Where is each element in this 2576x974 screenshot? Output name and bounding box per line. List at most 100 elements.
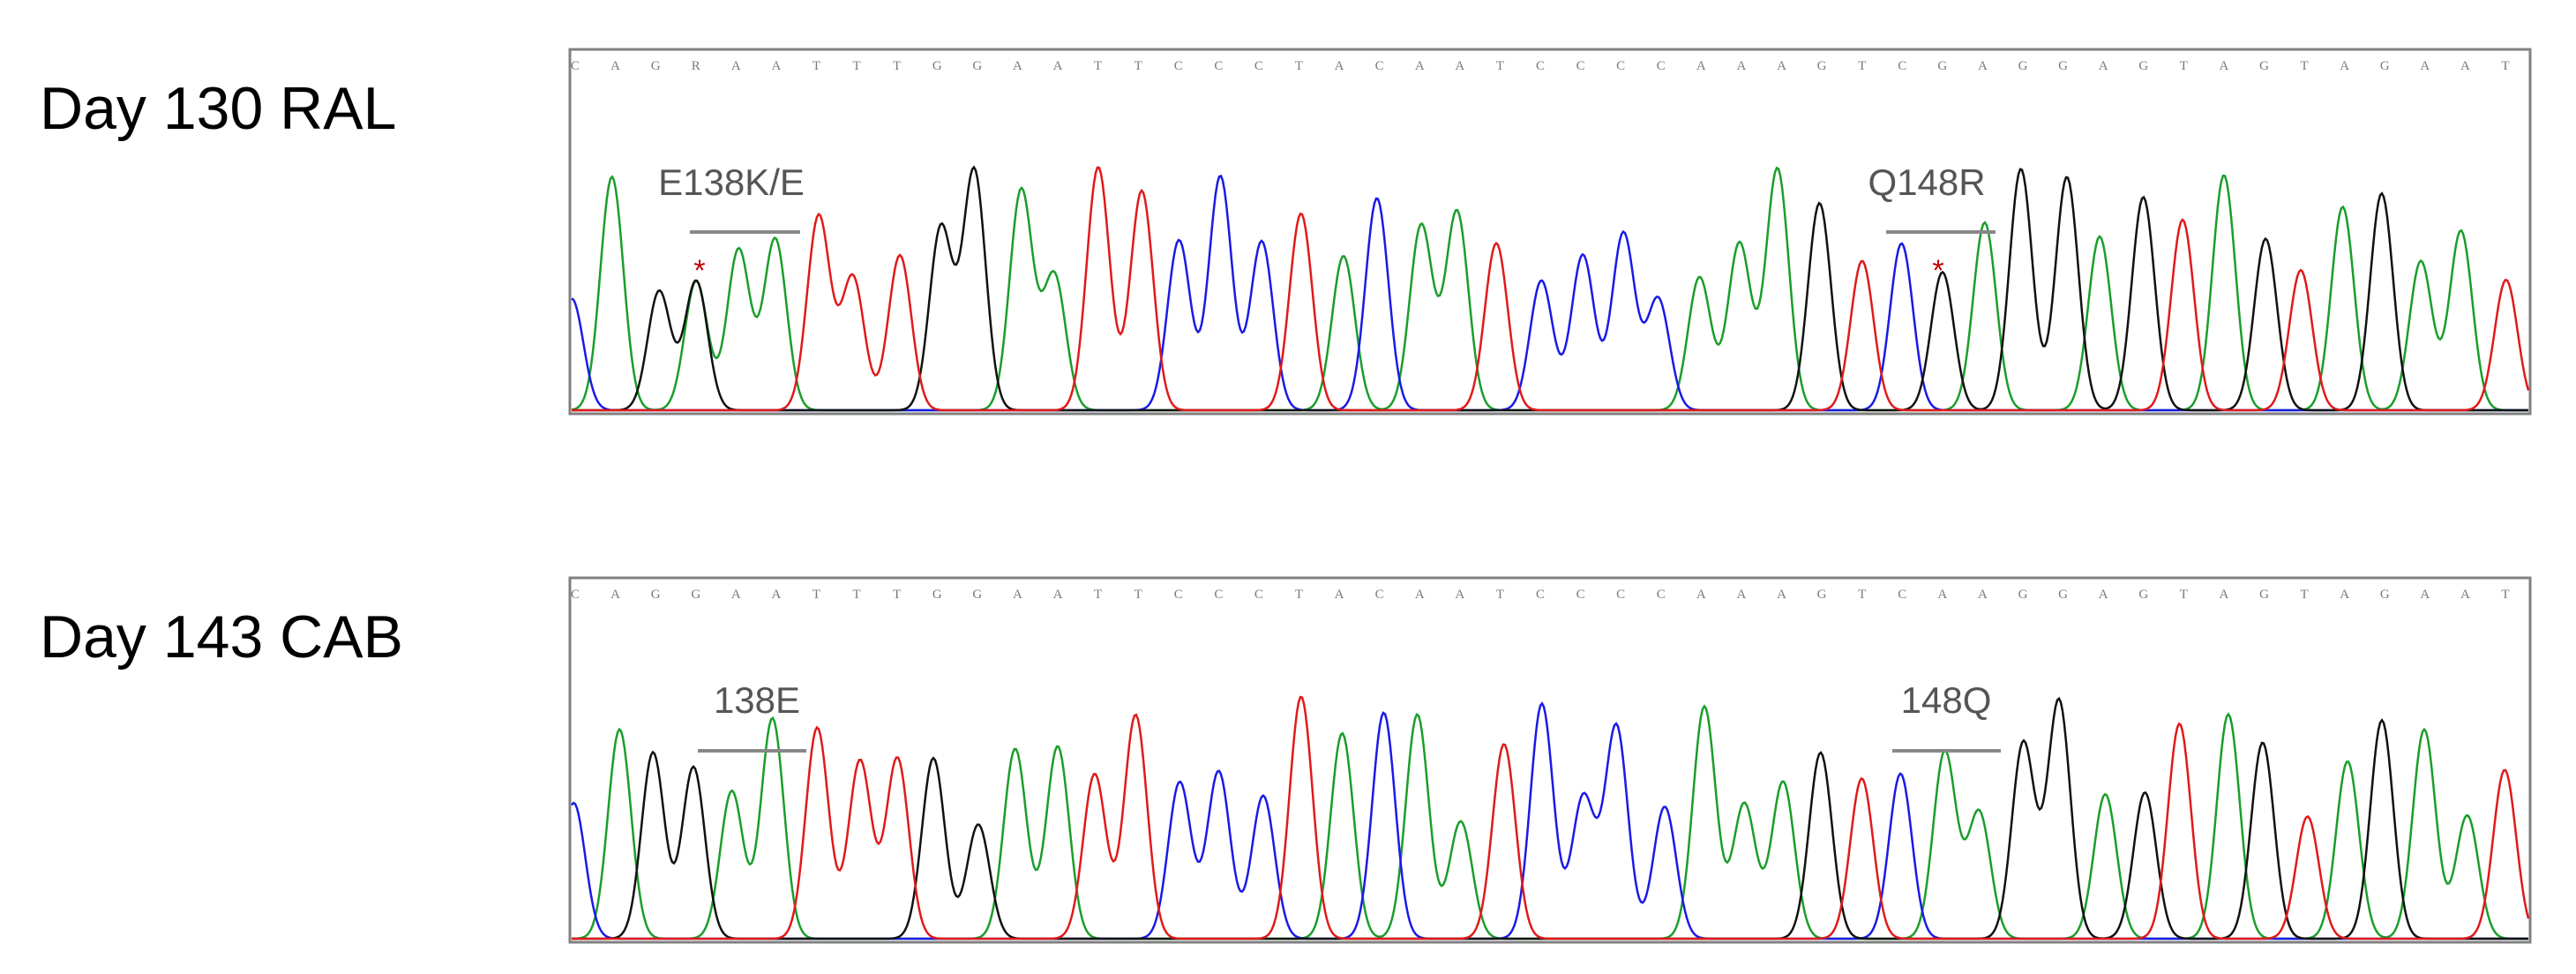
base-call: G bbox=[1817, 59, 1827, 73]
base-call: C bbox=[1254, 588, 1263, 602]
base-call: T bbox=[893, 588, 901, 602]
base-call: R bbox=[692, 59, 700, 73]
base-call: A bbox=[2460, 59, 2470, 73]
base-call: A bbox=[1696, 59, 1706, 73]
base-call: A bbox=[2219, 588, 2228, 602]
base-call: A bbox=[2460, 588, 2470, 602]
mutation-marker: * bbox=[693, 254, 705, 288]
base-call: G bbox=[1937, 59, 1947, 73]
base-call: A bbox=[771, 588, 781, 602]
base-call: G bbox=[691, 588, 700, 602]
base-call: A bbox=[2340, 588, 2349, 602]
base-call: G bbox=[2138, 588, 2148, 602]
base-call: A bbox=[1335, 59, 1344, 73]
base-call: G bbox=[651, 59, 661, 73]
base-call: A bbox=[2340, 59, 2349, 73]
base-call: A bbox=[1013, 59, 1022, 73]
base-call: T bbox=[1094, 588, 1102, 602]
panel: Day 130 RAL C A G R A A T T T G G A A T T C C C T A C A A T C C C C A… bbox=[40, 48, 2532, 416]
base-call: C bbox=[1254, 59, 1263, 73]
base-call: G bbox=[932, 588, 942, 602]
mutation-label: Q148R bbox=[1868, 161, 1985, 203]
base-call: T bbox=[1295, 588, 1303, 602]
base-call: C bbox=[1536, 59, 1545, 73]
base-call: G bbox=[2058, 588, 2068, 602]
base-call: C bbox=[1657, 588, 1666, 602]
base-call: T bbox=[812, 588, 820, 602]
sample-label: Day 130 RAL bbox=[40, 75, 396, 142]
base-call: A bbox=[1415, 59, 1425, 73]
base-call: A bbox=[771, 59, 781, 73]
base-call: A bbox=[2420, 588, 2430, 602]
base-call: T bbox=[2501, 59, 2509, 73]
base-call: A bbox=[1978, 588, 1988, 602]
base-call: T bbox=[1094, 59, 1102, 73]
base-call: A bbox=[2099, 59, 2108, 73]
base-call: A bbox=[1053, 59, 1063, 73]
base-call: T bbox=[812, 59, 820, 73]
base-call: G bbox=[972, 59, 982, 73]
base-call: C bbox=[1214, 59, 1223, 73]
trace-t bbox=[572, 695, 2530, 940]
base-call: A bbox=[1777, 588, 1786, 602]
base-call: A bbox=[1736, 588, 1746, 602]
base-call: G bbox=[2380, 59, 2390, 73]
base-call: C bbox=[1174, 59, 1183, 73]
base-call: A bbox=[610, 59, 620, 73]
base-call: A bbox=[1696, 588, 1706, 602]
base-call: G bbox=[2259, 588, 2269, 602]
base-call: T bbox=[2501, 588, 2509, 602]
base-call: A bbox=[1415, 588, 1425, 602]
sample-label: Day 143 CAB bbox=[40, 603, 403, 671]
base-call: C bbox=[1375, 59, 1384, 73]
base-call: A bbox=[2219, 59, 2228, 73]
base-call: A bbox=[731, 59, 741, 73]
chromatogram-frame bbox=[568, 48, 2532, 416]
base-call: A bbox=[1978, 59, 1988, 73]
base-call: G bbox=[2018, 588, 2028, 602]
base-call: C bbox=[1898, 59, 1906, 73]
base-call: T bbox=[1858, 59, 1866, 73]
base-call: T bbox=[2300, 588, 2308, 602]
base-call: C bbox=[1214, 588, 1223, 602]
base-call: C bbox=[1616, 59, 1625, 73]
base-call: T bbox=[1295, 59, 1303, 73]
base-call: A bbox=[1937, 588, 1947, 602]
base-call: G bbox=[2138, 59, 2148, 73]
trace-t bbox=[572, 166, 2530, 412]
base-call: G bbox=[972, 588, 982, 602]
base-call: G bbox=[2058, 59, 2068, 73]
base-call: G bbox=[2259, 59, 2269, 73]
base-call: C bbox=[571, 59, 580, 73]
base-call: T bbox=[852, 59, 860, 73]
base-call: C bbox=[1616, 588, 1625, 602]
base-call: T bbox=[852, 588, 860, 602]
base-call: C bbox=[1657, 59, 1666, 73]
base-call: G bbox=[2018, 59, 2028, 73]
base-call: G bbox=[2380, 588, 2390, 602]
base-call: T bbox=[1134, 59, 1142, 73]
base-call: G bbox=[1817, 588, 1827, 602]
base-call: C bbox=[1536, 588, 1545, 602]
base-call: A bbox=[1455, 588, 1464, 602]
base-call: T bbox=[1496, 59, 1504, 73]
base-call: T bbox=[1496, 588, 1504, 602]
base-call: C bbox=[1898, 588, 1906, 602]
base-call: A bbox=[731, 588, 741, 602]
base-call: A bbox=[2099, 588, 2108, 602]
base-call: C bbox=[571, 588, 580, 602]
base-call: A bbox=[2420, 59, 2430, 73]
base-call: T bbox=[2300, 59, 2308, 73]
mutation-label: 138E bbox=[714, 679, 800, 721]
base-call: A bbox=[1777, 59, 1786, 73]
base-call: A bbox=[1455, 59, 1464, 73]
base-call: C bbox=[1576, 59, 1585, 73]
base-call: T bbox=[893, 59, 901, 73]
mutation-label: 148Q bbox=[1901, 679, 1992, 721]
base-call: A bbox=[1053, 588, 1063, 602]
panel: Day 143 CAB C A G G A A T T T G G A A T T C C C T A C A A T C C C C A… bbox=[40, 576, 2532, 944]
mutation-label: E138K/E bbox=[658, 161, 805, 203]
base-call: A bbox=[610, 588, 620, 602]
base-call: T bbox=[1134, 588, 1142, 602]
